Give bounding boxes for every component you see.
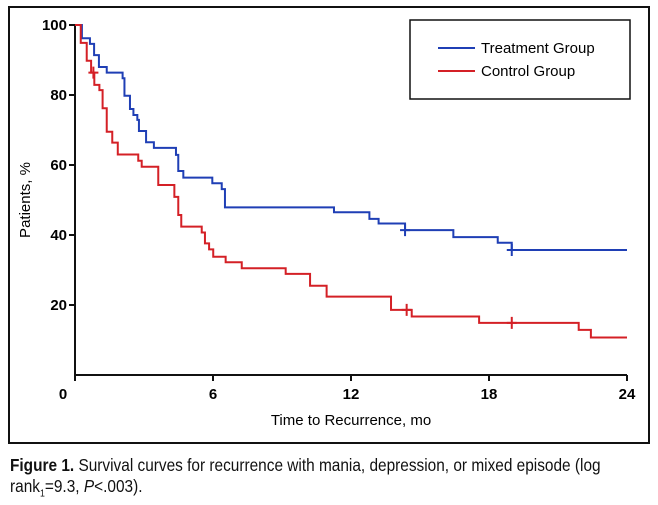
y-tick-label: 100 <box>42 17 67 34</box>
caption-text: =9.3, <box>44 476 84 496</box>
x-tick-label: 0 <box>59 386 67 403</box>
censor-mark <box>88 66 99 79</box>
caption-p: P <box>83 476 95 496</box>
x-tick-label: 12 <box>343 386 360 403</box>
series-line-1 <box>75 24 627 339</box>
y-axis-label: Patients, % <box>17 162 34 238</box>
figure-caption: Figure 1. Survival curves for recurrence… <box>10 455 644 505</box>
caption-subscript: 1 <box>39 488 45 500</box>
figure-frame <box>8 6 650 444</box>
survival-chart: 0 6 12 18 24 20 40 60 80 100 Time to Recurrence, m… <box>17 17 636 429</box>
x-tick-label: 18 <box>481 386 498 403</box>
caption-text: <.003). <box>94 476 143 496</box>
y-tick-label: 20 <box>50 297 67 314</box>
x-tick-label: 6 <box>209 386 217 403</box>
censor-mark <box>506 244 517 257</box>
x-tick-label: 24 <box>619 386 636 403</box>
legend-label: Treatment Group <box>481 40 595 57</box>
legend-box <box>409 19 631 100</box>
y-tick-label: 60 <box>50 157 67 174</box>
caption-label: Figure 1. <box>10 455 75 475</box>
y-tick-label: 40 <box>50 227 67 244</box>
x-axis-label: Time to Recurrence, mo <box>271 412 431 429</box>
censor-mark <box>400 224 411 237</box>
legend-label: Control Group <box>481 63 575 80</box>
censor-mark <box>401 303 412 316</box>
caption-text: Survival curves for recurrence with mani… <box>10 455 601 496</box>
series-line-0 <box>75 24 627 252</box>
censor-mark <box>506 316 517 329</box>
y-tick-label: 80 <box>50 87 67 104</box>
